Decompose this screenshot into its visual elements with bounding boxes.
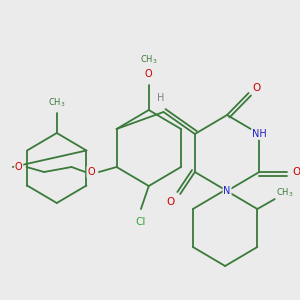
- Text: H: H: [157, 93, 164, 103]
- Text: O: O: [87, 167, 95, 177]
- Text: O: O: [15, 162, 22, 172]
- Text: O: O: [252, 83, 261, 93]
- Text: Cl: Cl: [136, 217, 146, 227]
- Text: CH$_3$: CH$_3$: [140, 54, 158, 66]
- Text: N: N: [224, 186, 231, 196]
- Text: CH$_3$: CH$_3$: [276, 187, 293, 199]
- Text: NH: NH: [252, 129, 267, 139]
- Text: CH$_3$: CH$_3$: [48, 97, 65, 109]
- Text: O: O: [292, 167, 300, 177]
- Text: O: O: [166, 197, 175, 207]
- Text: O: O: [145, 69, 153, 79]
